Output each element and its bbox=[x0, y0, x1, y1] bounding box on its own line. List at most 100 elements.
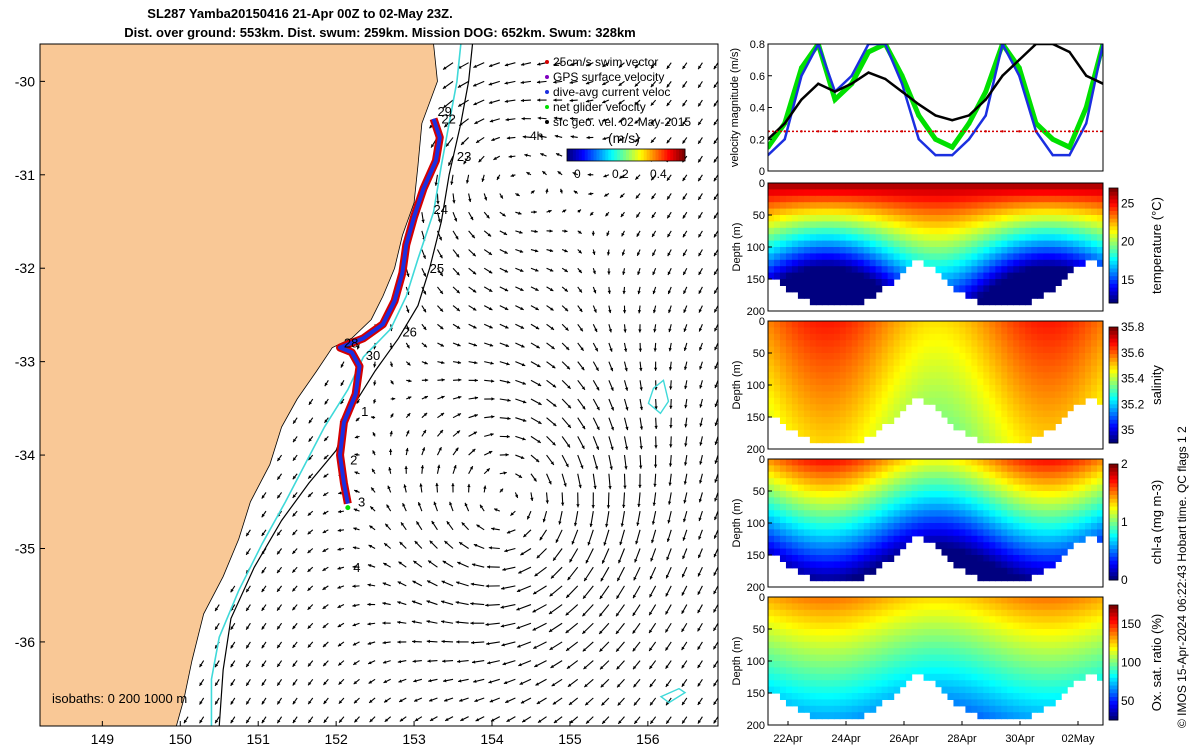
current-arrowhead bbox=[622, 504, 626, 508]
heatmap-cell bbox=[827, 247, 835, 254]
heatmap-cell bbox=[1031, 227, 1038, 235]
heatmap-cell bbox=[815, 561, 823, 569]
current-arrowhead bbox=[501, 643, 505, 647]
heatmap-cell bbox=[1049, 459, 1056, 466]
current-arrowhead bbox=[555, 539, 559, 543]
current-arrowhead bbox=[653, 483, 657, 487]
colorbar-cell bbox=[1109, 354, 1118, 359]
heatmap-cell bbox=[779, 410, 787, 418]
current-arrowhead bbox=[581, 445, 585, 449]
heatmap-cell bbox=[1073, 459, 1080, 466]
current-arrowhead bbox=[246, 551, 250, 555]
heatmap-cell bbox=[768, 404, 775, 412]
current-arrowhead bbox=[440, 412, 445, 417]
current-arrowhead bbox=[582, 630, 586, 634]
heatmap-cell bbox=[803, 234, 811, 242]
current-arrowhead bbox=[383, 679, 388, 683]
current-arrowhead bbox=[615, 630, 620, 634]
heatmap-cell bbox=[791, 491, 799, 498]
colorbar-cell bbox=[1109, 522, 1118, 527]
heatmap-cell bbox=[905, 240, 913, 248]
heatmap-cell bbox=[821, 227, 829, 235]
heatmap-cell bbox=[941, 365, 949, 373]
heatmap-cell bbox=[833, 503, 841, 511]
heatmap-cell bbox=[929, 391, 937, 399]
heatmap-cell bbox=[845, 542, 853, 550]
velocity-point bbox=[1051, 153, 1054, 157]
x-tick-label: 152 bbox=[324, 731, 348, 747]
heatmap-cell bbox=[899, 372, 907, 380]
heatmap-cell bbox=[845, 516, 853, 524]
current-arrowhead bbox=[537, 439, 541, 443]
heatmap-cell bbox=[977, 574, 984, 582]
current-arrowhead bbox=[277, 457, 281, 462]
heatmap-cell bbox=[1037, 183, 1044, 190]
heatmap-cell bbox=[911, 253, 919, 261]
colorbar-cell bbox=[1109, 338, 1118, 343]
heatmap-cell bbox=[803, 208, 811, 216]
heatmap-cell bbox=[833, 491, 841, 498]
heatmap-cell bbox=[893, 372, 901, 380]
heatmap-cell bbox=[941, 183, 949, 190]
current-arrowhead bbox=[535, 326, 540, 330]
heatmap-cell bbox=[845, 327, 853, 335]
heatmap-cell bbox=[1073, 195, 1080, 203]
heatmap-cell bbox=[1013, 561, 1020, 569]
current-arrowhead bbox=[593, 289, 597, 294]
heatmap-cell bbox=[1091, 247, 1098, 254]
heatmap-cell bbox=[959, 266, 967, 274]
current-arrowhead bbox=[506, 136, 511, 140]
velocity-point bbox=[967, 130, 971, 133]
heatmap-cell bbox=[839, 340, 847, 348]
current-arrowhead bbox=[550, 326, 554, 330]
current-arrowhead bbox=[474, 414, 478, 418]
heatmap-cell bbox=[809, 378, 817, 386]
current-arrowhead bbox=[277, 682, 281, 686]
current-arrowhead bbox=[433, 501, 437, 506]
velocity-point bbox=[967, 138, 971, 141]
heatmap-cell bbox=[905, 253, 913, 261]
legend-label: net glider velocity bbox=[553, 100, 646, 114]
colorbar-cell bbox=[1109, 327, 1118, 332]
heatmap-cell bbox=[791, 484, 799, 492]
heatmap-cell bbox=[833, 221, 841, 229]
heatmap-cell bbox=[851, 459, 859, 466]
heatmap-cell bbox=[815, 404, 823, 412]
heatmap-cell bbox=[1043, 266, 1050, 274]
heatmap-cell bbox=[1013, 321, 1020, 328]
heatmap-cell bbox=[959, 202, 967, 210]
current-arrowhead bbox=[353, 661, 357, 665]
heatmap-cell bbox=[1055, 259, 1062, 267]
current-arrowhead bbox=[650, 83, 655, 88]
current-arrowhead bbox=[582, 612, 586, 617]
heatmap-cell bbox=[768, 548, 775, 556]
current-arrowhead bbox=[683, 500, 687, 504]
current-arrowhead bbox=[681, 701, 686, 706]
heatmap-cell bbox=[803, 484, 811, 492]
heatmap-cell bbox=[851, 272, 859, 280]
current-arrowhead bbox=[569, 720, 574, 724]
heatmap-cell bbox=[773, 327, 781, 335]
heatmap-cell bbox=[1079, 327, 1086, 335]
seamount-isobath bbox=[659, 687, 687, 704]
heatmap-cell bbox=[827, 227, 835, 235]
current-arrowhead bbox=[215, 701, 219, 705]
colorbar-cell bbox=[1109, 464, 1118, 469]
current-arrowhead bbox=[323, 662, 327, 667]
heatmap-cell bbox=[1085, 227, 1092, 235]
heatmap-cell bbox=[959, 548, 967, 556]
colorbar-cell bbox=[1109, 195, 1118, 200]
current-arrowhead bbox=[697, 591, 701, 595]
heatmap-cell bbox=[953, 510, 961, 518]
current-arrowhead bbox=[609, 367, 614, 372]
heatmap-cell bbox=[1007, 221, 1014, 229]
heatmap-cell bbox=[1091, 353, 1098, 360]
heatmap-cell bbox=[917, 471, 925, 479]
current-arrowhead bbox=[538, 134, 543, 139]
velocity-point bbox=[1018, 74, 1021, 77]
heatmap-cell bbox=[1001, 478, 1008, 486]
heatmap-cell bbox=[1007, 208, 1014, 216]
heatmap-cell bbox=[1013, 253, 1020, 261]
current-arrowhead bbox=[499, 195, 503, 199]
heatmap-cell bbox=[959, 423, 967, 431]
